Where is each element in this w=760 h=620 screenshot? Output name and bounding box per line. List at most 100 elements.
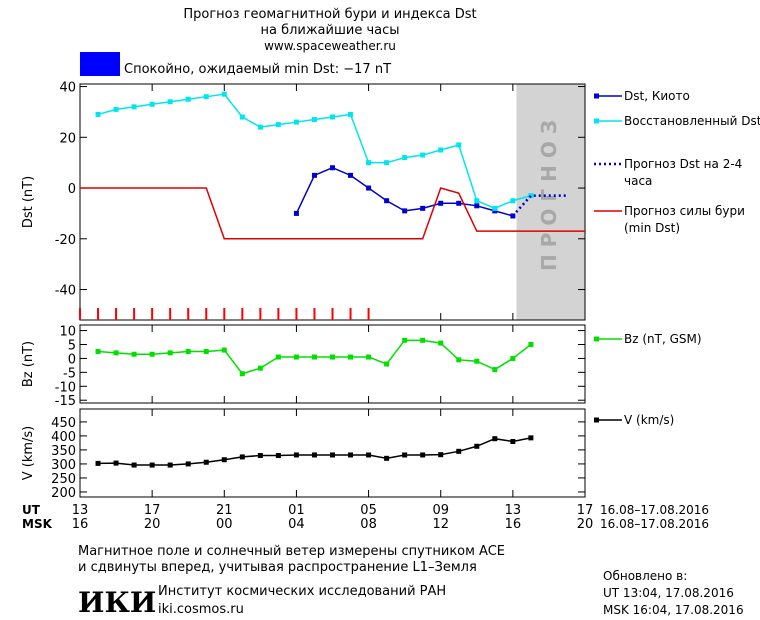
point xyxy=(293,119,299,125)
x-tick-label: 05 xyxy=(360,503,377,518)
point xyxy=(239,454,245,460)
point xyxy=(95,348,101,354)
point xyxy=(492,436,498,442)
point xyxy=(384,160,390,166)
point xyxy=(420,152,426,158)
status-box xyxy=(80,52,120,76)
x-tick-label: 17 xyxy=(144,503,161,518)
plot-frame xyxy=(79,408,586,498)
point xyxy=(420,452,426,458)
y-tick-label: 40 xyxy=(59,81,76,96)
institute: Институт космических исследований РАН xyxy=(158,584,446,599)
series-line xyxy=(80,187,585,240)
point xyxy=(348,354,354,360)
point xyxy=(185,348,191,354)
y-tick-label: 0 xyxy=(68,182,76,197)
y-tick-label: -15 xyxy=(55,394,76,409)
x-tick-label-msk: 16 xyxy=(72,517,89,532)
point xyxy=(366,452,372,458)
legend-marker xyxy=(594,93,599,99)
point xyxy=(293,210,299,216)
point xyxy=(366,185,372,191)
x-tick-label-msk: 08 xyxy=(360,517,377,532)
point xyxy=(275,354,281,360)
point xyxy=(402,155,408,161)
point xyxy=(275,453,281,459)
point xyxy=(113,460,119,466)
x-range: 16.08–17.08.2016 xyxy=(600,503,709,517)
point xyxy=(510,198,516,204)
point xyxy=(402,337,408,343)
point xyxy=(438,200,444,206)
point xyxy=(456,357,462,363)
legend-entry: Прогноз Dst на 2-4 часа xyxy=(624,157,743,188)
y-tick-label: -10 xyxy=(55,380,76,395)
y-tick-label: 0 xyxy=(68,352,76,367)
point xyxy=(348,111,354,117)
point xyxy=(221,347,227,353)
point xyxy=(149,101,155,107)
point xyxy=(203,459,209,465)
point xyxy=(149,351,155,357)
point xyxy=(330,114,335,120)
point xyxy=(474,443,480,449)
updated: Обновлено в: xyxy=(603,569,687,583)
legend-marker xyxy=(594,118,599,124)
note: и сдвинуты вперед, учитывая распростране… xyxy=(78,560,477,575)
point xyxy=(113,350,119,356)
point xyxy=(384,455,390,461)
point xyxy=(492,205,498,211)
point xyxy=(366,160,372,166)
point xyxy=(438,340,444,346)
point xyxy=(456,200,462,206)
point xyxy=(185,96,191,102)
point xyxy=(330,165,335,171)
point xyxy=(257,453,263,459)
point xyxy=(528,342,534,347)
x-tick-label: 09 xyxy=(432,503,449,518)
legend-entry: Bz (nT, GSM) xyxy=(624,332,702,346)
x-tick-label: 01 xyxy=(288,503,305,518)
point xyxy=(95,111,101,117)
point xyxy=(510,355,516,361)
y-tick-label: 300 xyxy=(51,458,76,473)
point xyxy=(456,142,462,148)
status-text: Спокойно, ожидаемый min Dst: −17 nT xyxy=(124,62,391,77)
legend-entry: Dst, Киото xyxy=(624,89,690,103)
subtitle: на ближайшие часы xyxy=(260,23,399,38)
x-tick-label-msk: 16 xyxy=(505,517,522,532)
point xyxy=(384,198,390,204)
series-line xyxy=(511,194,567,217)
x-tick-label: 17 xyxy=(577,503,594,518)
forecast-label: ПРОГНОЗ xyxy=(537,113,561,271)
x-tick-label: 21 xyxy=(216,503,233,518)
forecast-region xyxy=(516,84,585,320)
legend-entry: V (km/s) xyxy=(624,413,675,427)
point xyxy=(474,203,480,209)
y-axis-label: Bz (nT) xyxy=(21,341,36,387)
point xyxy=(348,452,354,458)
url: www.spaceweather.ru xyxy=(264,39,396,53)
point xyxy=(95,460,101,466)
x-tick-label-msk: 04 xyxy=(288,517,305,532)
legend-entry: Восстановленный Dst xyxy=(624,114,760,128)
y-tick-label: 250 xyxy=(51,472,76,487)
point xyxy=(203,348,209,354)
point xyxy=(131,462,137,468)
x-tick-label: 13 xyxy=(505,503,522,518)
updated: MSK 16:04, 17.08.2016 xyxy=(603,603,744,617)
note: Магнитное поле и солнечный ветер измерен… xyxy=(78,544,505,559)
y-tick-label: 5 xyxy=(68,339,76,354)
point xyxy=(510,439,516,445)
point xyxy=(167,350,173,356)
point xyxy=(221,457,227,463)
title: Прогноз геомагнитной бури и индекса Dst xyxy=(183,7,476,22)
point xyxy=(528,193,534,199)
point xyxy=(438,452,444,458)
y-tick-label: 450 xyxy=(51,416,76,431)
point xyxy=(492,367,498,373)
x-range: 16.08–17.08.2016 xyxy=(600,517,709,531)
point xyxy=(185,461,191,467)
point xyxy=(366,354,372,360)
